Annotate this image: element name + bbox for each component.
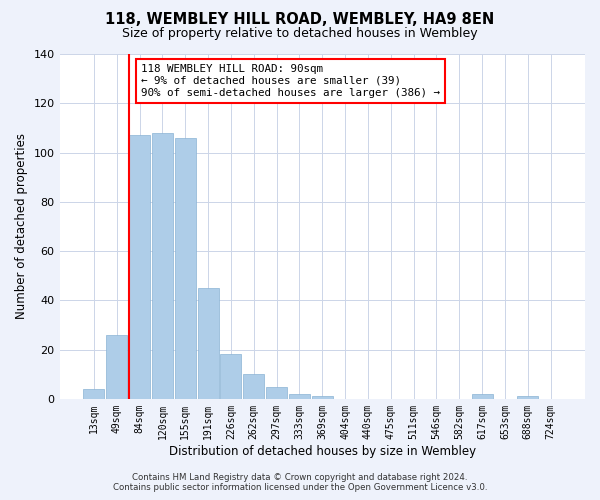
Text: Contains HM Land Registry data © Crown copyright and database right 2024.
Contai: Contains HM Land Registry data © Crown c… bbox=[113, 473, 487, 492]
Text: 118, WEMBLEY HILL ROAD, WEMBLEY, HA9 8EN: 118, WEMBLEY HILL ROAD, WEMBLEY, HA9 8EN bbox=[106, 12, 494, 28]
Bar bbox=[197, 288, 218, 399]
Bar bbox=[152, 133, 173, 399]
Bar bbox=[517, 396, 538, 399]
X-axis label: Distribution of detached houses by size in Wembley: Distribution of detached houses by size … bbox=[169, 444, 476, 458]
Bar bbox=[106, 335, 127, 399]
Bar bbox=[312, 396, 333, 399]
Text: 118 WEMBLEY HILL ROAD: 90sqm
← 9% of detached houses are smaller (39)
90% of sem: 118 WEMBLEY HILL ROAD: 90sqm ← 9% of det… bbox=[141, 64, 440, 98]
Bar bbox=[472, 394, 493, 399]
Bar bbox=[129, 136, 150, 399]
Bar bbox=[266, 386, 287, 399]
Bar bbox=[289, 394, 310, 399]
Bar bbox=[243, 374, 264, 399]
Bar bbox=[83, 389, 104, 399]
Y-axis label: Number of detached properties: Number of detached properties bbox=[15, 134, 28, 320]
Text: Size of property relative to detached houses in Wembley: Size of property relative to detached ho… bbox=[122, 28, 478, 40]
Bar bbox=[175, 138, 196, 399]
Bar bbox=[220, 354, 241, 399]
